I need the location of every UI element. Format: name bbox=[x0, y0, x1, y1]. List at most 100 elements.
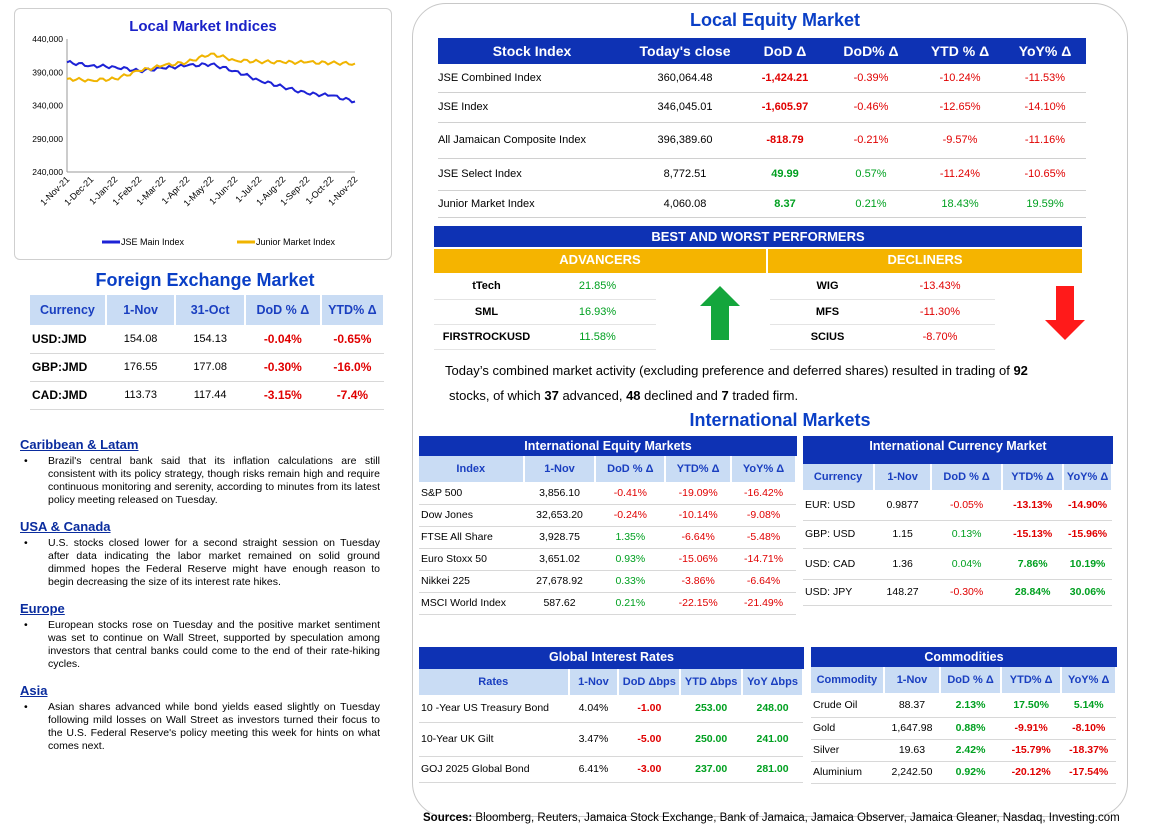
rates-header-cell: DoD Δbps bbox=[618, 669, 682, 695]
intl-equity-yoy: -5.48% bbox=[731, 526, 796, 549]
commodity-dod: 0.88% bbox=[940, 717, 1001, 740]
fx-ytd: -7.4% bbox=[320, 381, 384, 410]
equity-close: 396,389.60 bbox=[626, 122, 744, 159]
news-section: Caribbean & Latam Brazil's central bank s… bbox=[20, 437, 380, 765]
intl-currency-ytd: -13.13% bbox=[1002, 490, 1064, 521]
fx-value-1nov: 176.55 bbox=[105, 353, 176, 382]
fx-dod: -0.04% bbox=[244, 325, 321, 354]
summary-advanced: 37 bbox=[544, 388, 559, 403]
commodity-header-cell: DoD % Δ bbox=[940, 667, 1002, 693]
fx-table: Currency 1-Nov 31-Oct DoD % Δ YTD% Δ USD:JMD… bbox=[30, 295, 386, 410]
fx-row: GBP:JMD 176.55 177.08 -0.30% -16.0% bbox=[30, 353, 384, 382]
rates-name: 10 -Year US Treasury Bond bbox=[419, 695, 569, 723]
fx-dod: -3.15% bbox=[244, 381, 321, 410]
fx-value-1nov: 113.73 bbox=[105, 381, 176, 410]
performers-title: BEST AND WORST PERFORMERS bbox=[434, 226, 1082, 247]
intl-equity-value: 27,678.92 bbox=[523, 570, 596, 593]
equity-dod-pct: 0.21% bbox=[826, 190, 916, 218]
intl-currency-block: International Currency Market Currency 1-… bbox=[803, 436, 1113, 606]
intl-equity-value: 3,928.75 bbox=[523, 526, 596, 549]
performer-pct: 11.58% bbox=[579, 330, 616, 343]
intl-equity-table: Index 1-Nov DoD % Δ YTD% Δ YoY% Δ S&P 500 3,8… bbox=[419, 456, 797, 615]
commodity-header-cell: Commodity bbox=[811, 667, 885, 693]
up-arrow-icon bbox=[700, 286, 740, 340]
summary-text-5: traded firm. bbox=[728, 388, 799, 403]
intl-currency-row: EUR: USD 0.9877 -0.05% -13.13% -14.90% bbox=[803, 490, 1112, 521]
performer-pct: -11.30% bbox=[919, 305, 961, 318]
intl-currency-dod: 0.13% bbox=[931, 520, 1003, 549]
performer-symbol: SML bbox=[474, 305, 499, 318]
rates-block: Global Interest Rates Rates 1-Nov DoD Δbps… bbox=[419, 647, 804, 783]
fx-value-31oct: 154.13 bbox=[175, 325, 245, 354]
intl-equity-name: FTSE All Share bbox=[419, 526, 524, 549]
right-panel-frame bbox=[412, 3, 1128, 817]
equity-dod: -1,424.21 bbox=[744, 64, 826, 93]
news-heading[interactable]: Caribbean & Latam bbox=[20, 437, 139, 452]
intl-equity-ytd: -19.09% bbox=[665, 482, 732, 505]
performer-row: MFS -11.30% bbox=[770, 299, 995, 324]
equity-header-cell: DoD Δ bbox=[763, 43, 807, 59]
intl-currency-row: GBP: USD 1.15 0.13% -15.13% -15.96% bbox=[803, 520, 1112, 549]
sources-text: Bloomberg, Reuters, Jamaica Stock Exchan… bbox=[472, 812, 1120, 824]
commodity-dod: 2.13% bbox=[940, 693, 1001, 718]
intl-equity-value: 587.62 bbox=[523, 592, 596, 615]
summary-firm: 7 bbox=[721, 388, 729, 403]
news-heading[interactable]: Europe bbox=[20, 601, 65, 616]
advancers-table: tTech 21.85% SML 16.93% FIRSTROCKUSD 11.58% bbox=[434, 274, 656, 350]
fx-value-31oct: 117.44 bbox=[175, 381, 245, 410]
intl-equity-row: Nikkei 225 27,678.92 0.33% -3.86% -6.64% bbox=[419, 570, 796, 593]
commodities-table: Commodity 1-Nov DoD % Δ YTD% Δ YoY% Δ Crude … bbox=[811, 667, 1117, 784]
intl-equity-yoy: -6.64% bbox=[731, 570, 796, 593]
market-indices-chart-panel: Local Market Indices 440,000 390,000 340,0… bbox=[14, 8, 392, 260]
intl-title: International Markets bbox=[689, 410, 871, 430]
summary-text-1: Today’s combined market activity (exclud… bbox=[445, 363, 1014, 378]
rates-ytd: 250.00 bbox=[680, 722, 743, 757]
series-line-0 bbox=[66, 59, 356, 104]
intl-currency-name: EUR: USD bbox=[803, 490, 875, 521]
fx-value-1nov: 154.08 bbox=[105, 325, 176, 354]
equity-close: 8,772.51 bbox=[626, 158, 744, 191]
intl-equity-row: S&P 500 3,856.10 -0.41% -19.09% -16.42% bbox=[419, 482, 796, 505]
commodity-name: Crude Oil bbox=[811, 693, 884, 718]
performer-row: SML 16.93% bbox=[434, 299, 656, 324]
equity-dod: 49.99 bbox=[744, 158, 826, 191]
equity-index-name: JSE Combined Index bbox=[438, 64, 626, 93]
performer-pct: 21.85% bbox=[578, 280, 617, 293]
intl-equity-header-cell: 1-Nov bbox=[523, 456, 597, 482]
intl-currency-name: USD: JPY bbox=[803, 579, 875, 606]
news-heading[interactable]: Asia bbox=[20, 683, 48, 698]
commodity-name: Silver bbox=[811, 739, 884, 762]
fx-header-cell: Currency bbox=[30, 295, 107, 325]
intl-equity-row: MSCI World Index 587.62 0.21% -22.15% -21.49… bbox=[419, 592, 796, 615]
intl-equity-ytd: -10.14% bbox=[665, 504, 732, 527]
summary-traded: 92 bbox=[1013, 363, 1028, 378]
intl-equity-row: FTSE All Share 3,928.75 1.35% -6.64% -5.48% bbox=[419, 526, 796, 549]
intl-equity-yoy: -16.42% bbox=[731, 482, 796, 505]
decliners-table: WIG -13.43% MFS -11.30% SCIUS -8.70% bbox=[770, 274, 995, 350]
commodity-ytd: -20.12% bbox=[1000, 761, 1062, 784]
commodity-header-cell: YoY% Δ bbox=[1061, 667, 1117, 693]
intl-equity-row: Dow Jones 32,653.20 -0.24% -10.14% -9.08% bbox=[419, 504, 796, 527]
intl-currency-header-cell: YoY% Δ bbox=[1063, 464, 1113, 490]
intl-currency-yoy: 10.19% bbox=[1063, 548, 1112, 580]
intl-currency-value: 1.15 bbox=[874, 520, 932, 549]
intl-equity-name: Euro Stoxx 50 bbox=[419, 548, 524, 571]
advancers-header: ADVANCERS bbox=[434, 249, 766, 273]
commodity-yoy: -8.10% bbox=[1061, 717, 1116, 740]
commodity-ytd: -15.79% bbox=[1000, 739, 1062, 762]
intl-equity-ytd: -15.06% bbox=[665, 548, 732, 571]
commodity-ytd: 17.50% bbox=[1000, 693, 1062, 718]
intl-currency-ytd: 7.86% bbox=[1002, 548, 1064, 580]
equity-yoy: -14.10% bbox=[1004, 92, 1086, 123]
news-heading[interactable]: USA & Canada bbox=[20, 519, 111, 534]
intl-equity-yoy: -9.08% bbox=[731, 504, 796, 527]
equity-row: JSE Index 346,045.01 -1,605.97 -0.46% -12.65… bbox=[438, 92, 1086, 123]
commodity-header-cell: YTD% Δ bbox=[1000, 667, 1063, 693]
commodity-name: Gold bbox=[811, 717, 884, 740]
news-item: Asia Asian shares advanced while bond yie… bbox=[20, 683, 380, 753]
y-tick-label: 290,000 bbox=[32, 134, 63, 144]
performer-row: FIRSTROCKUSD 11.58% bbox=[434, 324, 656, 349]
fx-currency: CAD:JMD bbox=[30, 381, 106, 410]
performer-symbol: MFS bbox=[815, 305, 840, 318]
